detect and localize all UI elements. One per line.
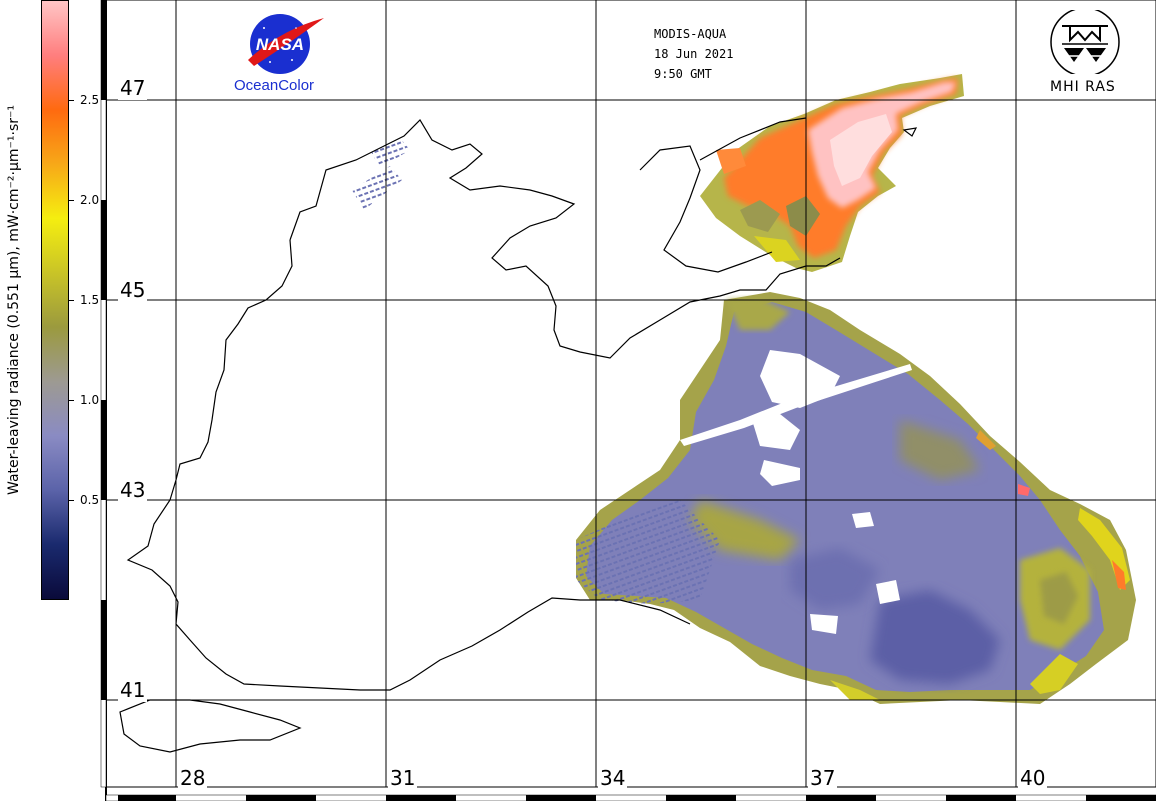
graticule (106, 0, 1156, 787)
lon-label-28: 28 (178, 766, 208, 790)
lon-label-37: 37 (808, 766, 838, 790)
colorbar-tick-label: 0.5 (80, 493, 100, 507)
azov-sea-radiance (700, 74, 964, 272)
lat-label-47: 47 (118, 76, 148, 100)
sensor-name: MODIS-AQUA (654, 27, 727, 41)
colorbar-tick-mark (69, 200, 74, 201)
mhi-ras-logo (1050, 10, 1120, 74)
colorbar (41, 0, 69, 600)
colorbar-tick-mark (69, 300, 74, 301)
mhi-ras-caption: MHI RAS (1050, 79, 1116, 95)
left-scale-bar (100, 0, 107, 788)
black-sea-radiance (576, 292, 1136, 704)
oceancolor-caption: OceanColor (234, 77, 315, 94)
lat-label-43: 43 (118, 478, 148, 502)
nasa-logo: NASA (248, 14, 324, 74)
lon-label-34: 34 (598, 766, 628, 790)
colorbar-tick-label: 2.0 (80, 193, 100, 207)
colorbar-tick-mark (69, 500, 74, 501)
colorbar-tick-label: 1.5 (80, 293, 100, 307)
nasa-logo-text: NASA (256, 35, 304, 54)
colorbar-tick-label: 2.5 (80, 93, 100, 107)
lon-label-31: 31 (388, 766, 418, 790)
colorbar-tick-mark (69, 400, 74, 401)
colorbar-tick-label: 1.0 (80, 393, 100, 407)
acquisition-date: 18 Jun 2021 (654, 47, 734, 61)
northwest-swath (352, 138, 410, 210)
lon-label-40: 40 (1018, 766, 1048, 790)
lat-label-45: 45 (118, 278, 148, 302)
lat-label-41: 41 (118, 678, 148, 702)
image-info: MODIS-AQUA 18 Jun 2021 9:50 GMT (654, 24, 733, 84)
acquisition-time: 9:50 GMT (654, 67, 712, 81)
colorbar-tick-mark (69, 100, 74, 101)
bottom-scale-bar (105, 794, 1156, 801)
